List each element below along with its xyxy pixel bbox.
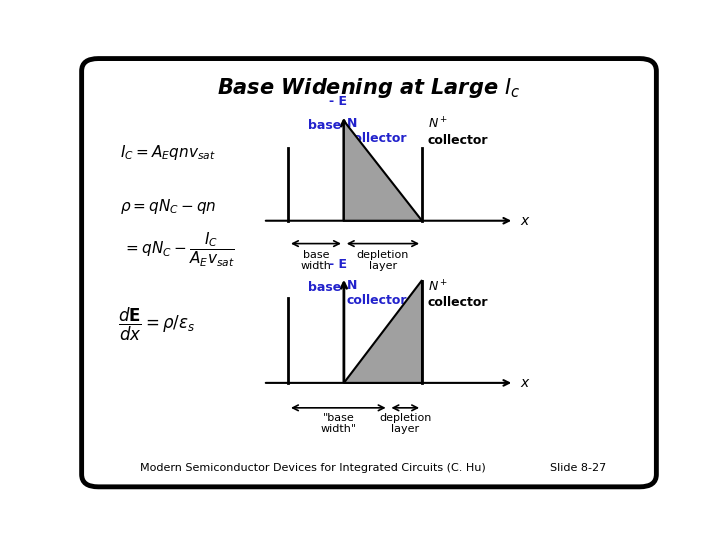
Text: Base Widening at Large $I_c$: Base Widening at Large $I_c$ bbox=[217, 76, 521, 100]
Text: $I_C = A_E qnv_{sat}$: $I_C = A_E qnv_{sat}$ bbox=[120, 143, 216, 161]
FancyBboxPatch shape bbox=[81, 58, 657, 487]
Text: N
collector: N collector bbox=[347, 279, 408, 307]
Text: base: base bbox=[308, 119, 341, 132]
Text: $x$: $x$ bbox=[520, 214, 531, 228]
Text: $N^+$
collector: $N^+$ collector bbox=[428, 117, 488, 147]
Text: - E: - E bbox=[329, 258, 347, 271]
Text: base: base bbox=[308, 281, 341, 294]
Text: Modern Semiconductor Devices for Integrated Circuits (C. Hu): Modern Semiconductor Devices for Integra… bbox=[140, 463, 486, 473]
Polygon shape bbox=[344, 121, 422, 221]
Text: $\rho = qN_C - qn$: $\rho = qN_C - qn$ bbox=[120, 197, 216, 215]
Polygon shape bbox=[344, 280, 422, 383]
Text: N
collector: N collector bbox=[347, 117, 408, 145]
Text: depletion
layer: depletion layer bbox=[379, 413, 431, 434]
Text: $= qN_C - \dfrac{I_C}{A_E v_{sat}}$: $= qN_C - \dfrac{I_C}{A_E v_{sat}}$ bbox=[123, 231, 235, 269]
Text: $x$: $x$ bbox=[520, 376, 531, 390]
Text: depletion
layer: depletion layer bbox=[357, 250, 409, 272]
Text: $\dfrac{d\mathbf{E}}{dx} = \rho / \varepsilon_s$: $\dfrac{d\mathbf{E}}{dx} = \rho / \varep… bbox=[118, 306, 196, 343]
Text: "base
width": "base width" bbox=[320, 413, 356, 434]
Text: - E: - E bbox=[329, 96, 347, 109]
Text: Slide 8-27: Slide 8-27 bbox=[550, 463, 606, 473]
Text: $N^+$
collector: $N^+$ collector bbox=[428, 279, 488, 309]
Text: base
width: base width bbox=[300, 250, 331, 272]
